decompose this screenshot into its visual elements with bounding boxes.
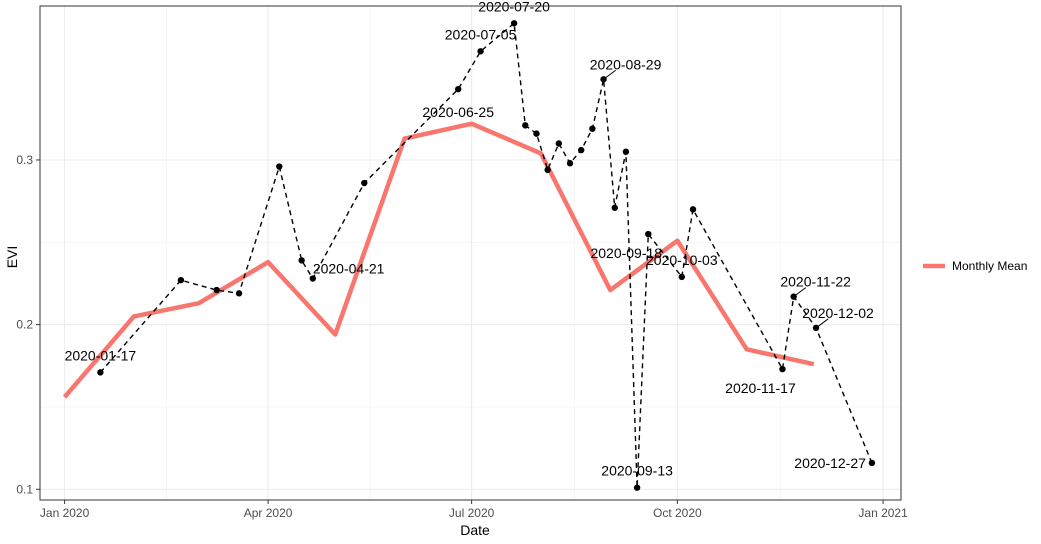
plot-panel	[40, 6, 901, 500]
x-tick-label: Apr 2020	[244, 506, 293, 520]
annotation-label: 2020-11-22	[780, 274, 851, 290]
annotation-leader	[603, 69, 616, 80]
x-tick-label: Oct 2020	[653, 506, 702, 520]
observation-point	[645, 230, 652, 238]
legend-label-monthly-mean: Monthly Mean	[952, 259, 1027, 273]
observation-point	[276, 163, 283, 170]
annotation-label: 2020-07-05	[445, 26, 517, 42]
annotation-label: 2020-09-13	[601, 463, 673, 479]
monthly-mean-line	[62, 121, 815, 399]
observation-point	[622, 148, 630, 155]
observation-point	[298, 257, 305, 264]
y-tick-label: 0.3	[16, 153, 33, 167]
annotation-leader	[793, 287, 807, 298]
observation-point	[578, 146, 585, 154]
observation-point	[868, 459, 876, 467]
observation-line	[99, 22, 873, 489]
points-layer	[97, 20, 876, 491]
y-tick-label: 0.2	[16, 318, 33, 332]
annotation-label: 2020-08-29	[590, 56, 662, 72]
observation-point	[477, 48, 484, 55]
observation-point	[510, 20, 518, 27]
annotation-label: 2020-11-17	[725, 380, 796, 396]
observation-point	[678, 273, 686, 281]
y-tick-label: 0.1	[16, 482, 33, 496]
annotation-label: 2020-10-03	[646, 252, 718, 268]
observation-point	[633, 484, 641, 491]
observation-point	[235, 290, 243, 297]
plot-border	[39, 5, 902, 501]
series-layer	[62, 22, 873, 489]
y-axis: 0.1 0.2 0.3	[16, 153, 40, 496]
observation-point	[589, 125, 596, 132]
observation-point	[533, 130, 540, 137]
observation-point	[611, 204, 618, 211]
y-axis-title: EVI	[4, 246, 20, 269]
annotation-leader	[815, 318, 829, 329]
grid-minor	[40, 6, 901, 500]
observation-point	[177, 276, 185, 284]
annotation-layer: 2020-01-17 2020-04-21 2020-06-25 2020-07-05…	[65, 0, 874, 479]
grid-major	[40, 6, 901, 500]
annotation-label: 2020-01-17	[65, 347, 137, 363]
annotation-label: 2020-12-27	[794, 455, 866, 471]
x-tick-label: Jan 2021	[858, 506, 908, 520]
observation-point	[544, 166, 551, 174]
observation-point	[555, 140, 563, 147]
annotation-label: 2020-07-20	[478, 0, 550, 14]
legend: Monthly Mean	[923, 259, 1027, 273]
observation-point	[361, 179, 368, 187]
x-tick-label: Jan 2020	[40, 506, 90, 520]
x-axis: Jan 2020 Apr 2020 Jul 2020 Oct 2020 Jan 2021	[40, 500, 908, 520]
annotation-label: 2020-04-21	[313, 261, 385, 277]
observation-point	[97, 369, 104, 376]
observation-point	[455, 85, 462, 93]
x-axis-title: Date	[460, 522, 490, 538]
observation-point	[689, 206, 697, 213]
observation-point	[566, 160, 574, 167]
x-tick-label: Jul 2020	[449, 506, 495, 520]
observation-point	[309, 275, 317, 282]
observation-point	[522, 122, 529, 129]
observation-point	[213, 286, 220, 294]
observation-point	[779, 365, 786, 373]
annotation-label: 2020-06-25	[422, 104, 494, 120]
annotation-label: 2020-12-02	[802, 305, 874, 321]
annotation-label: 2020-09-18	[590, 245, 662, 261]
